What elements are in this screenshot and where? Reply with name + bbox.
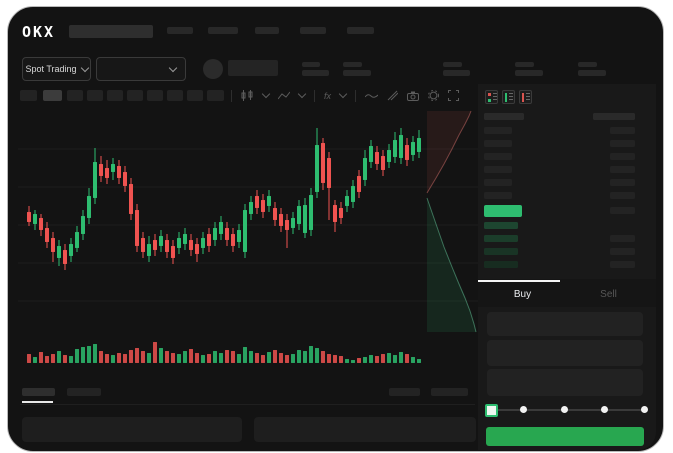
ask-row-price — [484, 166, 512, 173]
chevron-down-icon[interactable] — [261, 89, 271, 99]
nav-skeleton-item — [208, 27, 238, 34]
slider-step-dot[interactable] — [520, 406, 527, 413]
slider-step-dot[interactable] — [561, 406, 568, 413]
slider-handle[interactable] — [485, 404, 498, 417]
stat-skeleton-value — [302, 70, 329, 76]
bottom-tab-active[interactable] — [22, 388, 55, 396]
ask-row-price — [484, 153, 512, 160]
indicators-fx-icon[interactable]: fx — [324, 90, 332, 101]
order-amount-input[interactable] — [487, 340, 643, 366]
timeframe-button[interactable] — [187, 90, 203, 101]
slider-step-dot[interactable] — [641, 406, 648, 413]
orderbook-col-header — [484, 113, 524, 120]
last-price-bar — [484, 205, 522, 217]
timeframe-button[interactable] — [167, 90, 183, 101]
fullscreen-icon[interactable] — [448, 90, 460, 101]
timeframe-button[interactable] — [67, 90, 83, 101]
order-tabs-bar — [478, 279, 656, 307]
timeframe-button[interactable] — [20, 90, 37, 101]
bid-row-price — [484, 248, 518, 255]
bottom-tab[interactable] — [67, 388, 101, 396]
slider-step-dot[interactable] — [601, 406, 608, 413]
toolbar-separator — [231, 89, 232, 102]
stat-skeleton-label — [343, 62, 362, 67]
header-skeleton-bar — [69, 25, 153, 38]
bid-row-price — [484, 222, 518, 229]
coin-avatar — [203, 59, 223, 79]
timeframe-button-active[interactable] — [43, 90, 62, 101]
ask-row-amount — [610, 153, 635, 160]
bottom-panel-skeleton — [22, 417, 242, 442]
stat-skeleton-value — [578, 70, 606, 76]
candlestick-chart — [18, 110, 480, 363]
okx-logo: OKX — [22, 23, 56, 41]
ruler-tool-icon[interactable] — [387, 90, 399, 101]
orderbook-col-header — [593, 113, 635, 120]
tab-sell[interactable]: Sell — [600, 289, 617, 300]
last-price-amount — [610, 207, 635, 214]
stat-skeleton-label — [515, 62, 534, 67]
market-type-label: Spot Trading — [25, 64, 77, 74]
ask-row-amount — [610, 192, 635, 199]
ask-row-price — [484, 192, 512, 199]
nav-skeleton-item — [347, 27, 374, 34]
timeframe-button[interactable] — [127, 90, 143, 101]
ask-row-price — [484, 140, 512, 147]
orderbook-mode-asks-icon[interactable] — [519, 90, 532, 104]
order-total-input[interactable] — [487, 369, 643, 396]
nav-skeleton-item — [300, 27, 326, 34]
bid-row-amount — [610, 235, 635, 242]
bottom-panel-skeleton — [254, 417, 476, 442]
ask-row-amount — [610, 166, 635, 173]
timeframe-button[interactable] — [107, 90, 123, 101]
chart-layout-icon[interactable] — [278, 91, 290, 101]
bid-row-price — [484, 235, 518, 242]
timeframe-button[interactable] — [87, 90, 103, 101]
chevron-down-icon[interactable] — [297, 89, 307, 99]
stat-skeleton-value — [515, 70, 543, 76]
bid-row-amount — [610, 248, 635, 255]
bottom-action-skeleton[interactable] — [389, 388, 420, 396]
toolbar-separator — [355, 89, 357, 102]
ask-row-price — [484, 179, 512, 186]
chevron-down-icon — [168, 63, 178, 72]
orderbook-mode-both-icon[interactable] — [485, 90, 498, 104]
settings-gear-icon[interactable] — [428, 90, 440, 101]
bottom-tab-underline — [22, 401, 53, 403]
stat-skeleton-label — [578, 62, 597, 67]
nav-skeleton-item — [255, 27, 279, 34]
stat-skeleton-value — [443, 70, 470, 76]
chart-type-candles-icon[interactable] — [241, 90, 254, 101]
ask-row-amount — [610, 127, 635, 134]
stat-skeleton-label — [443, 62, 462, 67]
ask-row-amount — [610, 179, 635, 186]
chevron-down-icon — [80, 63, 89, 72]
camera-icon[interactable] — [407, 91, 420, 101]
stat-skeleton-value — [343, 70, 371, 76]
market-type-dropdown[interactable]: Spot Trading — [22, 57, 91, 81]
tab-buy[interactable]: Buy — [513, 289, 532, 300]
timeframe-button[interactable] — [207, 90, 224, 101]
timeframe-button[interactable] — [147, 90, 163, 101]
nav-skeleton-item — [167, 27, 193, 34]
toolbar-separator — [314, 89, 315, 102]
pair-name-skeleton — [228, 60, 278, 76]
orderbook-mode-bids-icon[interactable] — [502, 90, 515, 104]
ask-row-amount — [610, 140, 635, 147]
active-tab-indicator — [478, 280, 560, 282]
chevron-down-icon[interactable] — [338, 89, 348, 99]
bid-row-price — [484, 261, 518, 268]
ask-row-price — [484, 127, 512, 134]
stat-skeleton-label — [302, 62, 320, 67]
bottom-action-skeleton[interactable] — [431, 388, 468, 396]
buy-submit-button[interactable] — [486, 427, 644, 446]
pair-selector-dropdown[interactable] — [96, 57, 186, 81]
bottom-divider — [20, 404, 475, 405]
order-price-input[interactable] — [487, 312, 643, 336]
line-tool-icon[interactable] — [365, 92, 379, 100]
bid-row-amount — [610, 261, 635, 268]
